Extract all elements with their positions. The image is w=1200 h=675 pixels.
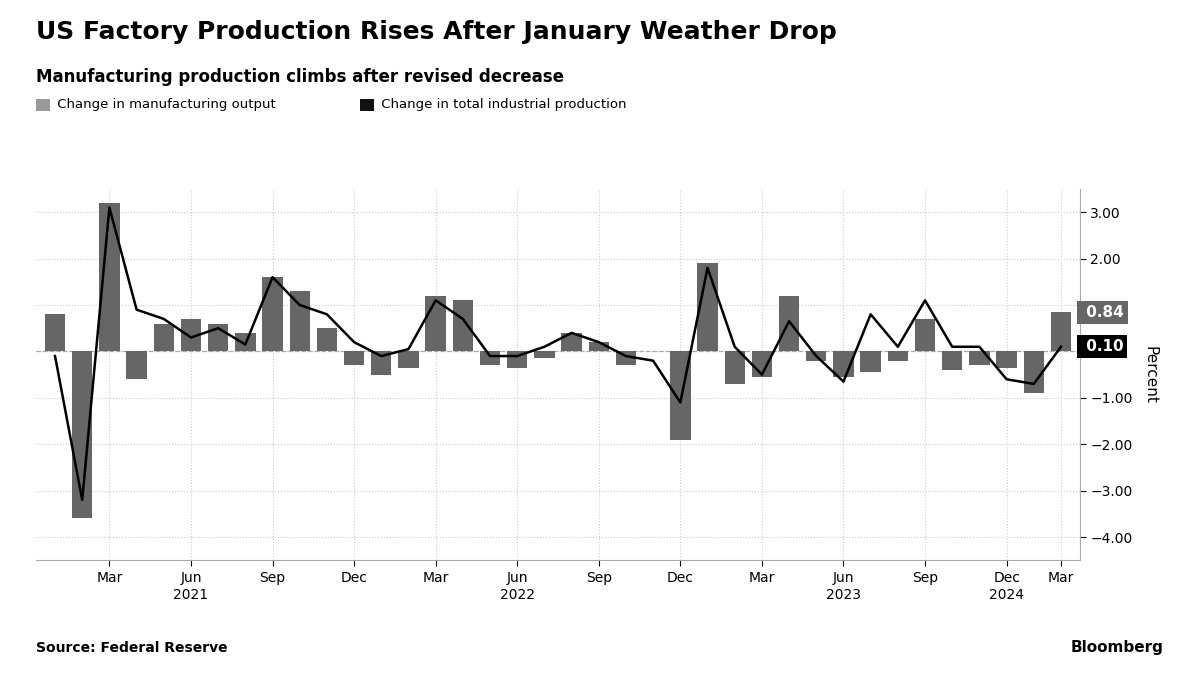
- Text: 2022: 2022: [499, 588, 535, 602]
- Bar: [970, 352, 990, 365]
- Text: 2024: 2024: [989, 588, 1024, 602]
- Text: 0.84: 0.84: [1081, 305, 1123, 320]
- Bar: [725, 352, 745, 384]
- Bar: [616, 352, 636, 365]
- Text: Manufacturing production climbs after revised decrease: Manufacturing production climbs after re…: [36, 68, 564, 86]
- Bar: [534, 352, 554, 358]
- Bar: [888, 352, 908, 360]
- Bar: [72, 352, 92, 518]
- Bar: [508, 352, 528, 368]
- Bar: [289, 291, 310, 352]
- Bar: [208, 323, 228, 352]
- Text: Bloomberg: Bloomberg: [1072, 640, 1164, 655]
- Bar: [1051, 313, 1072, 352]
- Bar: [263, 277, 283, 352]
- Text: Change in manufacturing output: Change in manufacturing output: [53, 98, 276, 111]
- Bar: [942, 352, 962, 370]
- Bar: [860, 352, 881, 373]
- Bar: [126, 352, 146, 379]
- Bar: [344, 352, 365, 365]
- Bar: [751, 352, 772, 377]
- Text: 2023: 2023: [826, 588, 860, 602]
- Bar: [426, 296, 446, 352]
- Bar: [833, 352, 853, 377]
- Bar: [697, 263, 718, 352]
- Bar: [317, 328, 337, 352]
- Bar: [996, 352, 1016, 368]
- Bar: [779, 296, 799, 352]
- Text: Change in total industrial production: Change in total industrial production: [377, 98, 626, 111]
- Bar: [1024, 352, 1044, 393]
- Text: Source: Federal Reserve: Source: Federal Reserve: [36, 641, 228, 655]
- Bar: [154, 323, 174, 352]
- Bar: [562, 333, 582, 352]
- Bar: [806, 352, 827, 360]
- Bar: [398, 352, 419, 368]
- Bar: [452, 300, 473, 352]
- Text: US Factory Production Rises After January Weather Drop: US Factory Production Rises After Januar…: [36, 20, 836, 45]
- Bar: [371, 352, 391, 375]
- Bar: [670, 352, 690, 439]
- Bar: [588, 342, 608, 352]
- Bar: [914, 319, 935, 352]
- Text: 0.10: 0.10: [1081, 340, 1123, 354]
- Bar: [100, 203, 120, 352]
- Bar: [181, 319, 202, 352]
- Bar: [480, 352, 500, 365]
- Bar: [44, 315, 65, 352]
- Text: 2021: 2021: [174, 588, 209, 602]
- Bar: [235, 333, 256, 352]
- Y-axis label: Percent: Percent: [1142, 346, 1158, 404]
